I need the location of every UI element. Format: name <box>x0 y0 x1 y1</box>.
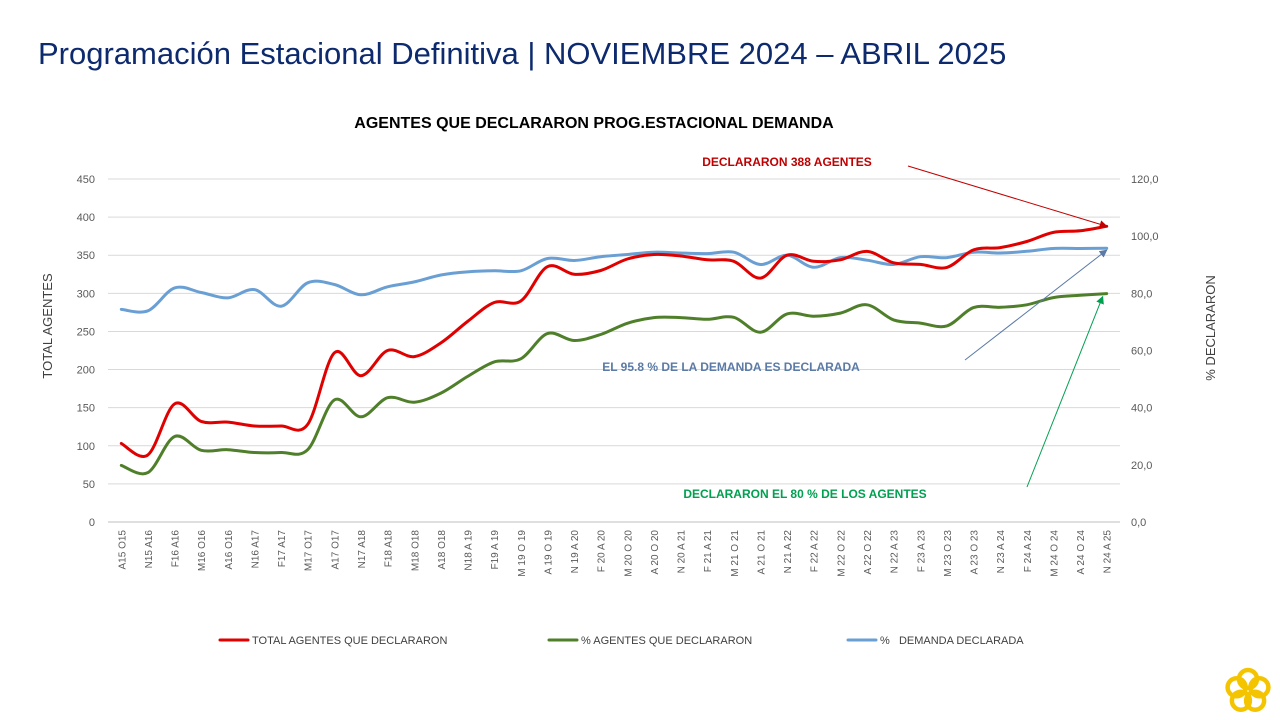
x-tick-label: N15 A16 <box>144 530 155 569</box>
x-tick-label: N 24 A 25 <box>1103 530 1114 574</box>
x-tick-label: N 20 A 21 <box>677 530 688 574</box>
y-tick-label: 150 <box>77 403 95 415</box>
x-axis-ticks: A15 O15 N15 A16 F16 A16 M16 O16 A16 O16 N16 A… <box>117 530 1113 577</box>
y-tick-label: 0 <box>89 517 95 529</box>
y2-tick-label: 40,0 <box>1131 403 1152 415</box>
x-tick-label: F 24 A 24 <box>1023 530 1034 573</box>
series-lines <box>119 224 1109 476</box>
x-tick-label: M18 O18 <box>410 530 421 572</box>
annotations: DECLARARON 388 AGENTES EL 95.8 % DE LA DE… <box>602 155 926 501</box>
page-title: Programación Estacional Definitiva | NOV… <box>38 36 1007 71</box>
logo-petal <box>1248 676 1271 699</box>
x-tick-label: N 22 A 23 <box>890 530 901 574</box>
y-axis-ticks: 0 50 100 150 200 250 300 350 400 450 <box>77 174 95 529</box>
legend-label: % DEMANDA DECLARADA <box>880 635 1024 647</box>
y2-axis-ticks: 0,0 20,0 40,0 60,0 80,0 100,0 120,0 <box>1131 174 1159 529</box>
x-tick-label: N 21 A 22 <box>783 530 794 574</box>
series-line-3 <box>119 246 1109 314</box>
x-tick-label: F 20 A 20 <box>597 530 608 573</box>
annotation-label: DECLARARON 388 AGENTES <box>702 155 872 169</box>
x-tick-label: A18 O18 <box>437 530 448 570</box>
legend-label: TOTAL AGENTES QUE DECLARARON <box>252 635 447 647</box>
x-tick-label: A17 O17 <box>330 530 341 570</box>
grid-lines <box>108 178 1120 523</box>
x-tick-label: N18 A 19 <box>464 530 475 571</box>
x-tick-label: F 22 A 22 <box>810 530 821 573</box>
x-tick-label: A15 O15 <box>117 530 128 570</box>
logo-petal <box>1225 676 1248 699</box>
x-tick-label: M 19 O 19 <box>517 530 528 577</box>
x-tick-label: N 23 A 24 <box>996 530 1007 574</box>
x-tick-label: F17 A17 <box>277 530 288 568</box>
x-tick-label: A16 O16 <box>224 530 235 570</box>
legend-label: % AGENTES QUE DECLARARON <box>581 635 752 647</box>
annotation-label: EL 95.8 % DE LA DEMANDA ES DECLARADA <box>602 360 860 374</box>
y2-tick-label: 80,0 <box>1131 288 1152 300</box>
y2-tick-label: 120,0 <box>1131 174 1159 186</box>
y2-tick-label: 20,0 <box>1131 460 1152 472</box>
x-tick-label: N17 A18 <box>357 530 368 569</box>
y-tick-label: 450 <box>77 174 95 186</box>
x-tick-label: M 23 O 23 <box>943 530 954 577</box>
x-tick-label: F19 A 19 <box>490 530 501 570</box>
x-tick-label: F 23 A 23 <box>916 530 927 573</box>
legend: TOTAL AGENTES QUE DECLARARON % AGENTES QU… <box>218 635 1024 647</box>
annotation-arrow-agents <box>907 165 1108 229</box>
y-tick-label: 200 <box>77 365 95 377</box>
x-tick-label: A 23 O 23 <box>970 530 981 575</box>
x-tick-label: A 22 O 22 <box>863 530 874 575</box>
y-tick-label: 350 <box>77 250 95 262</box>
y-tick-label: 250 <box>77 326 95 338</box>
y-tick-label: 50 <box>83 479 95 491</box>
x-tick-label: M 22 O 22 <box>836 530 847 577</box>
y2-tick-label: 0,0 <box>1131 517 1146 529</box>
x-tick-label: F18 A18 <box>384 530 395 568</box>
x-tick-label: F 21 A 21 <box>703 530 714 573</box>
x-tick-label: M17 O17 <box>304 530 315 572</box>
series-line-1 <box>119 224 1109 458</box>
logo-petal <box>1243 689 1267 712</box>
x-tick-label: M 20 O 20 <box>623 530 634 577</box>
x-tick-label: M 21 O 21 <box>730 530 741 577</box>
chart-title: AGENTES QUE DECLARARON PROG.ESTACIONAL D… <box>354 115 834 132</box>
x-tick-label: A 20 O 20 <box>650 530 661 575</box>
annotation-arrow-demand <box>964 249 1108 361</box>
y-tick-label: 400 <box>77 212 95 224</box>
x-tick-label: N 19 A 20 <box>570 530 581 574</box>
x-tick-label: M 24 O 24 <box>1049 530 1060 577</box>
x-tick-label: A 19 O 19 <box>543 530 554 575</box>
annotation-arrow-percent <box>1026 295 1104 488</box>
y-tick-label: 300 <box>77 288 95 300</box>
y-axis-label: TOTAL AGENTES <box>40 273 55 379</box>
y-tick-label: 100 <box>77 441 95 453</box>
x-tick-label: N16 A17 <box>250 530 261 569</box>
y2-tick-label: 60,0 <box>1131 346 1152 358</box>
annotation-label: DECLARARON EL 80 % DE LOS AGENTES <box>683 487 926 501</box>
logo-petal <box>1229 689 1253 712</box>
x-tick-label: F16 A16 <box>171 530 182 568</box>
x-tick-label: M16 O16 <box>197 530 208 572</box>
flower-logo-icon <box>1225 667 1271 712</box>
y2-tick-label: 100,0 <box>1131 231 1159 243</box>
annotation-arrows <box>907 165 1108 488</box>
x-tick-label: A 24 O 24 <box>1076 530 1087 575</box>
y2-axis-label: % DECLARARON <box>1203 275 1218 380</box>
x-tick-label: A 21 O 21 <box>756 530 767 575</box>
series-line-2 <box>119 292 1109 476</box>
